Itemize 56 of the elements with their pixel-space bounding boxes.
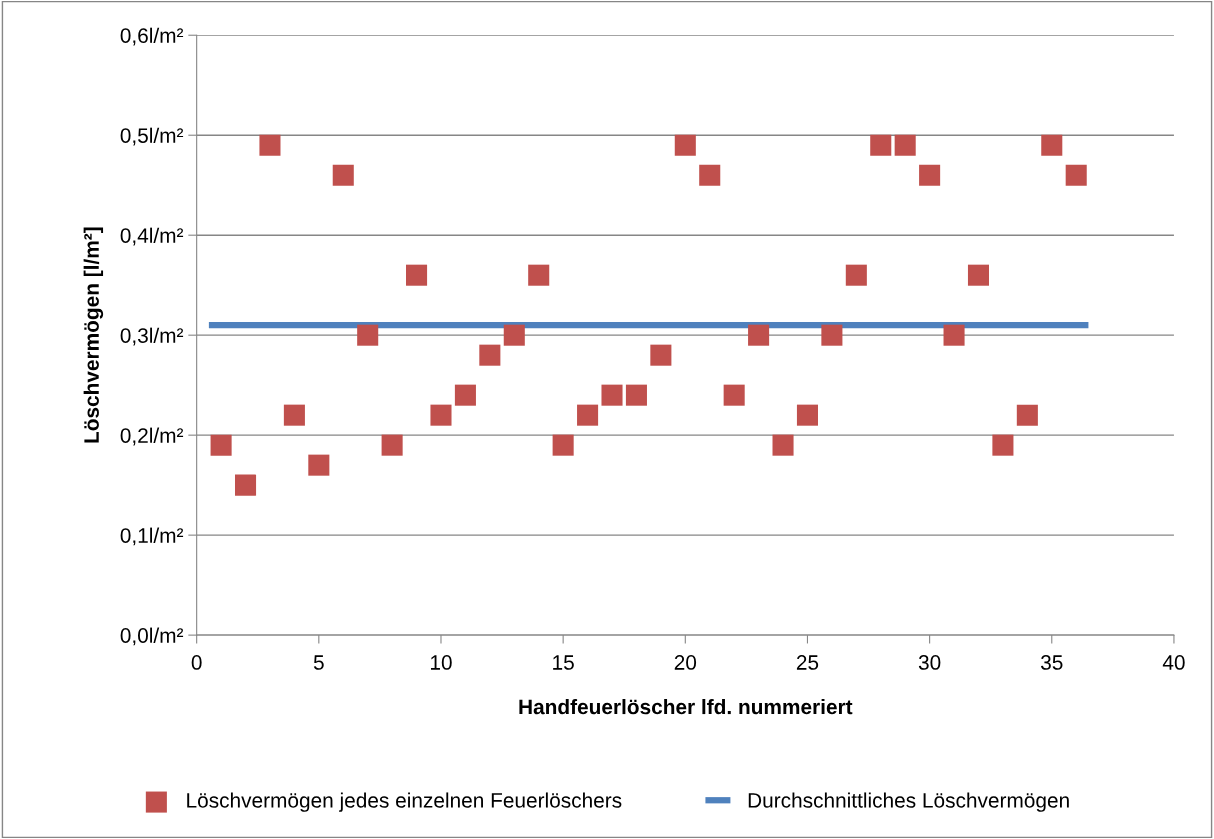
point xyxy=(625,384,647,406)
point xyxy=(748,324,770,346)
x-axis-title: Handfeuerlöscher lfd. nummeriert xyxy=(519,698,853,715)
point xyxy=(430,404,452,426)
point xyxy=(1016,404,1038,426)
point xyxy=(967,264,990,286)
point xyxy=(381,434,403,456)
point xyxy=(1065,164,1087,186)
point xyxy=(552,434,574,456)
point xyxy=(332,164,354,186)
point xyxy=(283,404,305,426)
x-tick-label: 30 xyxy=(918,655,941,670)
point xyxy=(528,264,550,286)
y-tick-label: 0,1l/m² xyxy=(120,527,184,546)
y-tick-label: 0,2l/m² xyxy=(120,427,184,446)
point xyxy=(259,134,281,156)
x-tick-label: 5 xyxy=(313,655,324,670)
legend-label: Löschvermögen jedes einzelnen Feuerlöschers xyxy=(187,792,622,812)
y-tick-label: 0,5l/m² xyxy=(120,127,184,146)
point xyxy=(723,384,745,406)
y-tick-label: 0,0l/m² xyxy=(120,627,184,646)
point xyxy=(454,384,476,406)
x-tick-label: 20 xyxy=(674,655,697,670)
x-tick-label: 10 xyxy=(430,655,452,670)
point xyxy=(308,454,330,476)
point xyxy=(796,404,818,426)
x-tick-label: 40 xyxy=(1162,655,1185,670)
point xyxy=(894,134,916,156)
point xyxy=(503,324,525,346)
point xyxy=(650,344,672,366)
x-tick-label: 25 xyxy=(796,655,819,670)
x-tick-label: 0 xyxy=(191,655,202,670)
point xyxy=(210,434,232,456)
point xyxy=(601,384,623,406)
y-tick-label: 0,4l/m² xyxy=(120,227,184,246)
point xyxy=(357,324,379,346)
point xyxy=(406,264,428,286)
point xyxy=(772,434,794,456)
point xyxy=(577,404,599,426)
point xyxy=(479,344,501,366)
point xyxy=(1041,134,1063,156)
point xyxy=(992,434,1014,456)
point xyxy=(943,324,965,346)
point xyxy=(235,474,257,496)
point xyxy=(699,164,721,186)
y-axis-title: Löschvermögen [l/m²] xyxy=(83,227,104,443)
point xyxy=(821,324,843,346)
point xyxy=(919,164,941,186)
point xyxy=(674,134,696,156)
y-tick-label: 0,3l/m² xyxy=(120,327,184,346)
point xyxy=(845,264,867,286)
point xyxy=(870,134,892,156)
x-tick-label: 15 xyxy=(553,655,574,670)
legend-label: Durchschnittliches Löschvermögen xyxy=(748,792,1069,812)
x-tick-label: 35 xyxy=(1040,655,1063,670)
y-tick-label: 0,6l/m² xyxy=(120,27,184,46)
